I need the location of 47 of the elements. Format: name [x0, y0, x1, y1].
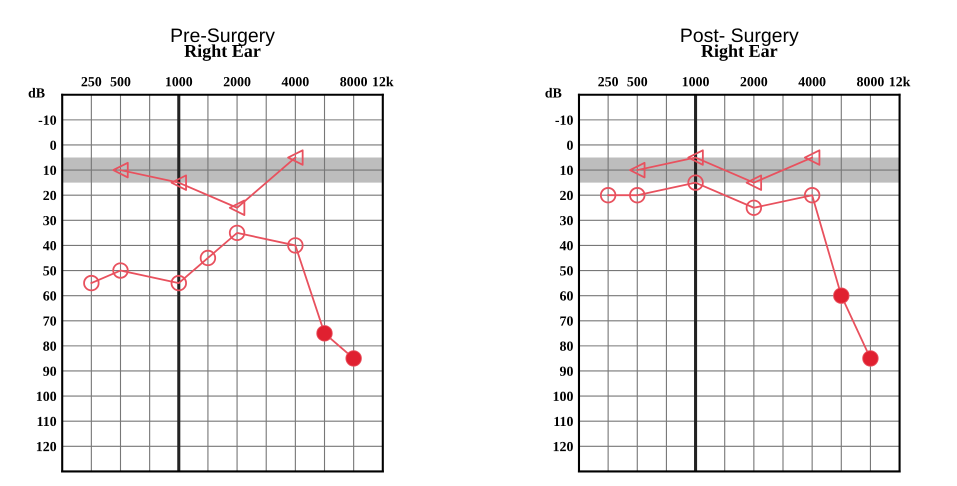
x-tick-label: 8000 — [857, 77, 884, 86]
chart-subtitle: Right Ear — [184, 44, 260, 61]
y-tick-label: 20 — [43, 190, 56, 200]
x-tick-label: 1000 — [682, 77, 709, 86]
x-tick-label: 8000 — [340, 77, 368, 86]
y-tick-label: 0 — [50, 140, 56, 150]
y-tick-label: -10 — [555, 115, 573, 125]
y-tick-label: 70 — [44, 316, 56, 326]
y-tick-label: 30 — [560, 216, 573, 226]
x-tick-label: 500 — [627, 77, 648, 86]
y-tick-label: 40 — [42, 241, 56, 250]
y-tick-label: 80 — [43, 341, 56, 351]
y-tick-label: -10 — [38, 115, 56, 125]
y-tick-label: 60 — [560, 291, 573, 301]
x-tick-label: 1000 — [166, 77, 192, 86]
y-tick-label: 80 — [560, 341, 573, 351]
y-tick-label: 20 — [560, 190, 573, 200]
y-tick-label: 30 — [43, 216, 56, 226]
x-tick-label: 250 — [82, 77, 102, 86]
y-tick-label: 40 — [560, 241, 573, 250]
y-tick-label: 110 — [554, 416, 573, 426]
x-tick-label: 2000 — [224, 77, 250, 86]
x-tick-label: 4000 — [798, 77, 826, 86]
y-tick-label: 90 — [43, 366, 56, 376]
y-tick-label: 110 — [38, 416, 56, 426]
y-tick-label: 0 — [567, 140, 573, 150]
y-tick-label: 50 — [560, 266, 573, 276]
x-tick-label: 4000 — [282, 77, 309, 86]
y-tick-label: 100 — [36, 392, 56, 402]
chart-title: Pre-Surgery — [172, 28, 275, 46]
x-tick-label: 12k — [890, 76, 910, 86]
x-tick-label: 12k — [373, 76, 394, 86]
chart-subtitle: Right Ear — [701, 44, 778, 61]
x-tick-label: 250 — [598, 77, 618, 86]
y-tick-label: 60 — [43, 291, 56, 301]
y-tick-label: 10 — [560, 166, 573, 176]
y-tick-label: 100 — [554, 392, 573, 402]
x-tick-label: 500 — [110, 77, 130, 86]
y-tick-label: 120 — [554, 442, 573, 452]
y-tick-label: 10 — [44, 166, 56, 176]
x-tick-label: 2000 — [740, 77, 768, 86]
y-tick-label: 120 — [36, 442, 56, 452]
y-axis-title: dB — [28, 88, 45, 98]
y-axis-title: dB — [545, 88, 562, 98]
y-tick-label: 90 — [560, 366, 573, 376]
y-tick-label: 70 — [560, 316, 573, 326]
y-tick-label: 50 — [43, 266, 56, 276]
